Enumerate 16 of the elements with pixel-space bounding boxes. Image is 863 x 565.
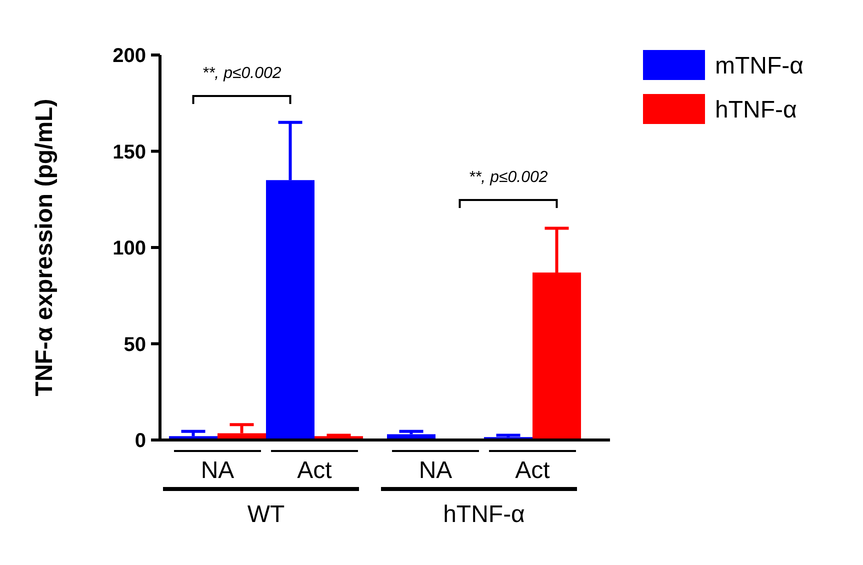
y-tick-label: 0	[134, 430, 146, 452]
y-tick-label: 200	[112, 45, 146, 67]
x-tick-label: NA	[418, 457, 452, 484]
legend-label: hTNF-α	[715, 96, 797, 124]
y-tick-label: 100	[112, 238, 146, 260]
legend-label: mTNF-α	[715, 52, 804, 80]
x-tick-label: Act	[297, 457, 332, 484]
y-tick-label: 50	[124, 334, 146, 356]
x-tick-label: Act	[515, 457, 550, 484]
text: WT	[247, 501, 285, 528]
annotation: **, p≤0.002	[202, 65, 282, 82]
x-tick-label: NA	[200, 457, 234, 484]
text: hTNF-α	[443, 501, 526, 528]
y-axis-title: TNF-α expression (pg/mL)	[31, 98, 58, 396]
annotation: **, p≤0.002	[468, 169, 548, 186]
y-tick-label: 150	[112, 141, 146, 164]
